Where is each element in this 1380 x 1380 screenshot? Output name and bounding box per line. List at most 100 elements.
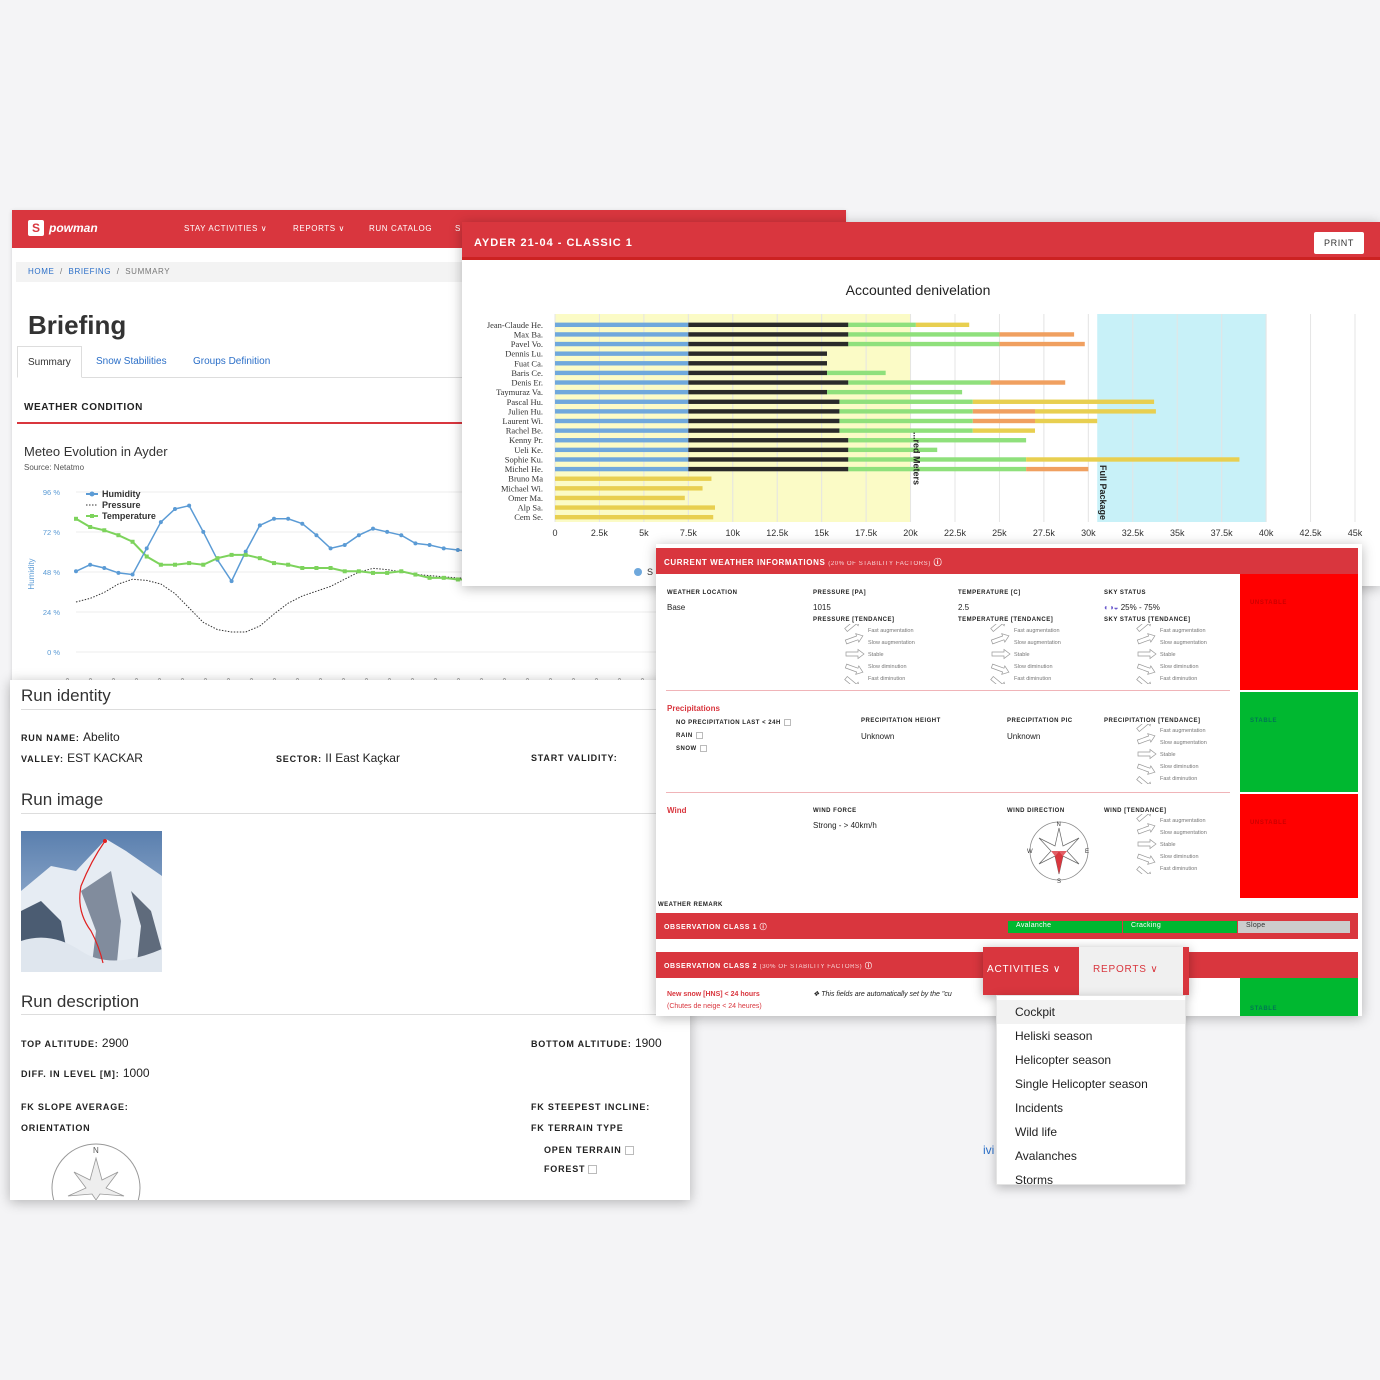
humidity-point[interactable] <box>427 543 432 548</box>
humidity-point[interactable] <box>74 569 78 574</box>
chart-bar-segment[interactable] <box>972 399 1155 404</box>
temperature-point[interactable] <box>243 552 248 557</box>
chart-bar-segment[interactable] <box>688 409 840 414</box>
chart-bar-segment[interactable] <box>839 418 973 424</box>
trend-arrow[interactable] <box>843 675 863 684</box>
rain-checkbox[interactable] <box>695 732 703 739</box>
chart-bar-segment[interactable] <box>555 332 689 337</box>
menu-item-heliski-season[interactable]: Heliski season <box>1015 1029 1093 1043</box>
forest-checkbox[interactable] <box>588 1165 598 1175</box>
chart-bar-segment[interactable] <box>555 466 689 472</box>
chart-bar-segment[interactable] <box>848 322 916 328</box>
chart-bar-segment[interactable] <box>555 341 689 347</box>
chart-bar-segment[interactable] <box>688 399 840 404</box>
chart-bar-segment[interactable] <box>555 505 715 510</box>
trend-arrow[interactable] <box>1137 748 1157 760</box>
menu-item-helicopter-season[interactable]: Helicopter season <box>1015 1053 1112 1067</box>
humidity-point[interactable] <box>158 520 163 525</box>
temperature-point[interactable] <box>130 539 135 544</box>
chart-bar-segment[interactable] <box>972 428 1035 433</box>
temperature-point[interactable] <box>328 566 333 570</box>
tab-snow-stabilities[interactable]: Snow Stabilities <box>96 356 167 367</box>
humidity-point[interactable] <box>328 546 333 551</box>
no-precipitation-checkbox[interactable] <box>783 719 791 726</box>
chart-bar-segment[interactable] <box>999 332 1075 337</box>
chart-bar-segment[interactable] <box>555 370 689 376</box>
temperature-point[interactable] <box>342 569 347 574</box>
trend-arrow[interactable] <box>844 662 864 677</box>
temperature-point[interactable] <box>201 562 206 567</box>
print-button[interactable]: PRINT <box>1314 232 1364 254</box>
sky-trend-selector[interactable]: Fast augmentation Slow augmentation Stable… <box>1126 624 1236 684</box>
chart-bar-segment[interactable] <box>848 447 938 453</box>
snow-checkbox[interactable] <box>699 745 707 752</box>
trend-arrow[interactable] <box>1136 632 1156 647</box>
chip-cracking[interactable]: Cracking <box>1123 921 1237 933</box>
temperature-point[interactable] <box>286 562 291 567</box>
info-icon[interactable]: ⓘ <box>864 963 873 970</box>
trend-arrow[interactable] <box>1136 732 1156 747</box>
chart-bar-segment[interactable] <box>688 438 849 443</box>
menu-item-cockpit[interactable]: Cockpit <box>997 1000 1185 1024</box>
humidity-point[interactable] <box>243 549 248 554</box>
nav-more[interactable]: S <box>455 224 461 233</box>
trend-arrow[interactable] <box>1135 865 1155 874</box>
menu-item-wild-life[interactable]: Wild life <box>1015 1125 1058 1139</box>
humidity-point[interactable] <box>257 523 262 528</box>
run-photo[interactable] <box>21 831 162 972</box>
temperature-point[interactable] <box>187 561 192 566</box>
humidity-point[interactable] <box>102 566 107 570</box>
trend-arrow[interactable] <box>1136 822 1156 837</box>
chart-bar-segment[interactable] <box>839 409 973 414</box>
chart-bar-segment[interactable] <box>1035 418 1098 424</box>
activities-tab[interactable]: ACTIVITIES ∨ <box>983 947 1079 995</box>
trend-arrow[interactable] <box>990 662 1010 677</box>
temperature-point[interactable] <box>371 570 375 575</box>
trend-arrow[interactable] <box>991 648 1011 660</box>
chart-bar-segment[interactable] <box>555 486 703 491</box>
humidity-point[interactable] <box>130 572 135 577</box>
menu-item-avalanches[interactable]: Avalanches <box>1015 1149 1077 1163</box>
chart-bar-segment[interactable] <box>555 476 712 481</box>
humidity-point[interactable] <box>342 543 347 548</box>
humidity-point[interactable] <box>144 546 149 551</box>
nav-run-catalog[interactable]: RUN CATALOG <box>369 224 433 233</box>
trend-arrow[interactable] <box>989 624 1009 633</box>
humidity-point[interactable] <box>116 570 121 575</box>
humidity-point[interactable] <box>441 546 446 551</box>
chart-bar-segment[interactable] <box>555 351 689 356</box>
trend-arrow[interactable] <box>843 624 863 633</box>
chart-bar-segment[interactable] <box>688 457 849 462</box>
trend-arrow[interactable] <box>1136 662 1156 677</box>
legend-pressure-label[interactable]: Pressure <box>102 500 141 510</box>
chart-bar-segment[interactable] <box>915 322 970 328</box>
trend-arrow[interactable] <box>1135 814 1155 823</box>
chart-bar-segment[interactable] <box>1026 457 1240 462</box>
trend-arrow[interactable] <box>989 675 1009 684</box>
humidity-point[interactable] <box>356 533 361 538</box>
humidity-point[interactable] <box>399 533 404 538</box>
legend-humidity-label[interactable]: Humidity <box>102 489 141 499</box>
temperature-point[interactable] <box>272 561 276 566</box>
temperature-point[interactable] <box>356 569 361 574</box>
chip-avalanche[interactable]: Avalanche <box>1008 921 1122 933</box>
chart-bar-segment[interactable] <box>688 380 849 385</box>
chart-bar-segment[interactable] <box>555 409 689 414</box>
chart-bar-segment[interactable] <box>555 399 689 404</box>
chart-bar-segment[interactable] <box>688 370 827 376</box>
temperature-point[interactable] <box>229 552 234 557</box>
trend-arrow[interactable] <box>1135 724 1155 733</box>
open-terrain-checkbox[interactable] <box>624 1146 634 1156</box>
chart-bar-segment[interactable] <box>688 428 840 433</box>
chart-bar-segment[interactable] <box>839 428 973 433</box>
temperature-point[interactable] <box>74 516 78 521</box>
chart-bar-segment[interactable] <box>972 409 1035 414</box>
chart-bar-segment[interactable] <box>688 351 827 356</box>
chart-bar-segment[interactable] <box>827 389 963 395</box>
trend-arrow[interactable] <box>1135 675 1155 684</box>
humidity-point[interactable] <box>286 516 291 521</box>
menu-item-single-helicopter-season[interactable]: Single Helicopter season <box>1015 1077 1148 1091</box>
orientation-compass[interactable]: N <box>48 1140 144 1200</box>
chart-bar-segment[interactable] <box>688 341 849 347</box>
nav-reports[interactable]: REPORTS ∨ <box>293 224 346 233</box>
